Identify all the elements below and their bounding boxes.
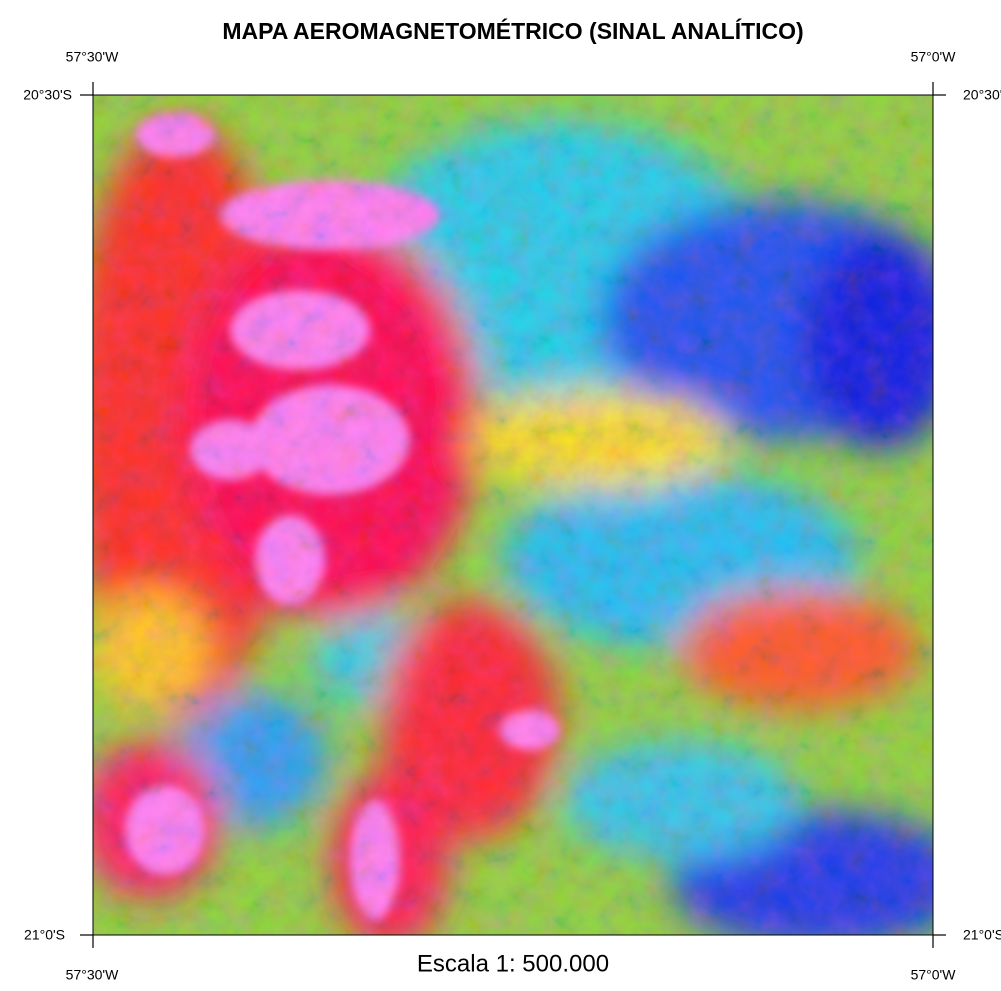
latitude-label: 20°30'S [23,87,72,103]
longitude-label: 57°30'W [66,49,119,65]
latitude-label: 20°30'S [963,87,1001,103]
longitude-label: 57°30'W [66,967,119,983]
longitude-label: 57°0'W [911,49,957,65]
scale-label: Escala 1: 500.000 [417,950,609,977]
map-figure: MAPA AEROMAGNETOMÉTRICO (SINAL ANALÍTICO… [0,0,1001,991]
latitude-label: 21°0'S [24,927,65,943]
latitude-label: 21°0'S [963,927,1001,943]
longitude-label: 57°0'W [911,967,957,983]
map-title: MAPA AEROMAGNETOMÉTRICO (SINAL ANALÍTICO… [222,17,803,44]
magnetic-map [70,95,970,950]
page: MAPA AEROMAGNETOMÉTRICO (SINAL ANALÍTICO… [0,0,1001,991]
